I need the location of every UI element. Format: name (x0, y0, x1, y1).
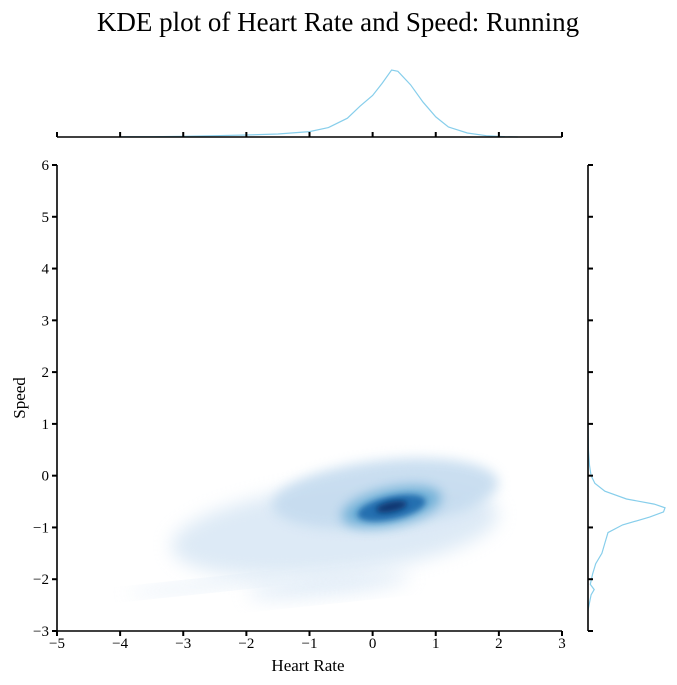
y-tick-label-3: 0 (42, 469, 50, 485)
y-tick-label-9: 6 (42, 158, 50, 174)
x-tick-label-0: −5 (49, 636, 65, 652)
x-tick-label-7: 2 (495, 636, 503, 652)
x-tick-label-5: 0 (369, 636, 377, 652)
x-axis-label: Heart Rate (271, 656, 344, 675)
x-tick-label-1: −4 (112, 636, 128, 652)
y-tick-label-7: 4 (42, 262, 50, 278)
marginal-x-density-line (120, 69, 518, 138)
joint-density-layer (126, 458, 499, 599)
y-tick-label-8: 5 (42, 210, 50, 226)
y-tick-label-4: 1 (42, 417, 50, 433)
density-region-1 (246, 573, 411, 599)
y-tick-label-2: −1 (33, 520, 49, 536)
density-region-0 (126, 576, 284, 595)
y-axis-label: Speed (10, 377, 29, 419)
y-tick-label-5: 2 (42, 365, 50, 381)
marginal-y-plot (587, 423, 666, 611)
x-tick-label-8: 3 (558, 636, 566, 652)
x-tick-label-2: −3 (175, 636, 191, 652)
chart-title: KDE plot of Heart Rate and Speed: Runnin… (97, 7, 579, 37)
marginal-x-plot (120, 69, 518, 138)
x-tick-label-4: −1 (302, 636, 318, 652)
y-tick-label-6: 3 (42, 313, 50, 329)
x-tick-label-6: 1 (432, 636, 440, 652)
marginal-y-density-line (587, 423, 666, 611)
density-region-6 (376, 500, 408, 513)
x-tick-label-3: −2 (238, 636, 254, 652)
axes: −5 −4 −3 −2 −1 0 1 2 3 −3 −2 −1 0 1 2 3 4 5 6 (33, 132, 593, 652)
y-tick-label-1: −2 (33, 572, 49, 588)
y-tick-label-0: −3 (33, 624, 49, 640)
